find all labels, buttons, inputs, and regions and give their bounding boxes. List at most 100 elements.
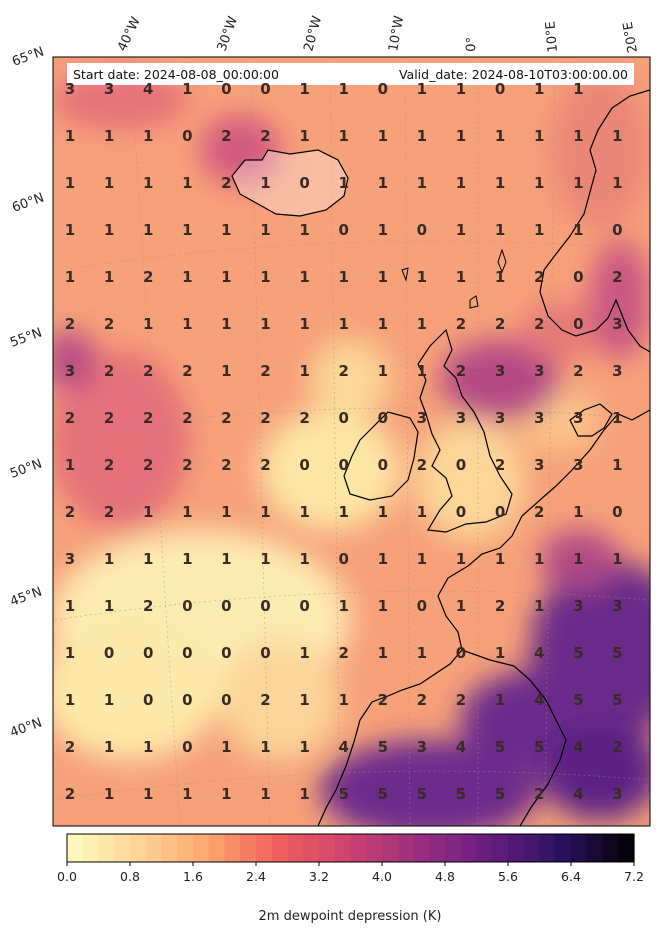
grid-value: 1 — [417, 174, 427, 192]
grid-value: 1 — [534, 597, 544, 615]
grid-value: 3 — [65, 550, 75, 568]
grid-value: 1 — [299, 738, 309, 756]
grid-value: 1 — [456, 221, 466, 239]
grid-value: 1 — [495, 550, 505, 568]
grid-value: 2 — [612, 268, 622, 286]
grid-value: 2 — [456, 362, 466, 380]
colorbar-segment — [523, 834, 541, 862]
field-region — [440, 340, 560, 420]
grid-value: 0 — [182, 644, 192, 662]
colorbar-segments — [67, 834, 635, 862]
grid-value: 1 — [338, 268, 348, 286]
grid-value: 1 — [143, 550, 153, 568]
field-region — [320, 740, 540, 826]
grid-value: 2 — [182, 409, 192, 427]
grid-value: 1 — [104, 691, 114, 709]
grid-value: 1 — [573, 127, 583, 145]
grid-value: 1 — [182, 503, 192, 521]
grid-value: 0 — [456, 503, 466, 521]
grid-value: 1 — [299, 221, 309, 239]
grid-value: 0 — [338, 550, 348, 568]
field-region — [200, 115, 280, 185]
colorbar-segment — [508, 834, 525, 862]
grid-value: 1 — [221, 550, 231, 568]
grid-value: 0 — [338, 409, 348, 427]
grid-value: 1 — [534, 174, 544, 192]
grid-value: 1 — [378, 174, 388, 192]
start-date-label: Start date: 2024-08-08_00:00:00 — [73, 67, 279, 82]
colorbar-segment — [303, 834, 320, 862]
grid-value: 1 — [299, 80, 309, 98]
shetland-coastline — [497, 248, 507, 274]
europe-coastline — [317, 409, 650, 826]
grid-value: 1 — [221, 785, 231, 803]
field-region — [550, 70, 650, 230]
grid-value: 1 — [612, 174, 622, 192]
field-region — [53, 620, 220, 760]
grid-value: 2 — [65, 785, 75, 803]
grid-value: 1 — [573, 221, 583, 239]
grid-value: 1 — [338, 315, 348, 333]
grid-value: 1 — [456, 597, 466, 615]
grid-value: 1 — [338, 174, 348, 192]
grid-value: 1 — [143, 174, 153, 192]
grid-value: 2 — [65, 315, 75, 333]
grid-value: 1 — [456, 174, 466, 192]
longitude-labels: 40°W 30°W 20°W 10°W 0° 10°E 20°E — [115, 14, 641, 54]
grid-value: 1 — [573, 80, 583, 98]
field-region — [220, 640, 340, 760]
grid-value: 1 — [104, 268, 114, 286]
grid-value: 1 — [104, 738, 114, 756]
grid-value: 1 — [104, 597, 114, 615]
grid-value: 0 — [417, 597, 427, 615]
colorbar-segment — [161, 834, 178, 862]
grid-value: 2 — [221, 409, 231, 427]
grid-value: 2 — [417, 691, 427, 709]
lon-label: 0° — [464, 37, 480, 52]
grid-value: 0 — [612, 221, 622, 239]
colorbar-segment — [240, 834, 257, 862]
grid-value: 1 — [495, 221, 505, 239]
grid-value: 1 — [143, 738, 153, 756]
latitude-labels: 65°N 60°N 55°N 50°N 45°N 40°N — [8, 44, 46, 740]
grid-value: 0 — [299, 174, 309, 192]
grid-value: 3 — [65, 80, 75, 98]
grid-value: 5 — [417, 785, 427, 803]
grid-value: 4 — [456, 738, 466, 756]
grid-value: 1 — [221, 268, 231, 286]
lon-label: 20°W — [301, 14, 325, 53]
grid-value: 0 — [182, 597, 192, 615]
lat-label: 65°N — [10, 44, 46, 69]
colorbar-segment — [208, 834, 226, 862]
field-region — [415, 420, 525, 540]
grid-value: 1 — [534, 80, 544, 98]
colorbar-segment — [271, 834, 289, 862]
grid-value: 1 — [299, 550, 309, 568]
grid-value: 1 — [495, 127, 505, 145]
grid-value: 1 — [143, 221, 153, 239]
grid-value: 0 — [182, 738, 192, 756]
grid-value: 5 — [612, 644, 622, 662]
grid-value: 1 — [417, 362, 427, 380]
grid-value: 2 — [534, 315, 544, 333]
colorbar-tick-label: 0.0 — [57, 869, 77, 884]
lon-label: 10°W — [386, 15, 407, 53]
colorbar-segment — [98, 834, 115, 862]
grid-value: 1 — [182, 174, 192, 192]
grid-value: 2 — [378, 691, 388, 709]
grid-value: 1 — [260, 738, 270, 756]
grid-value: 3 — [534, 409, 544, 427]
grid-value: 1 — [65, 268, 75, 286]
grid-value: 3 — [417, 738, 427, 756]
grid-value: 1 — [612, 456, 622, 474]
date-info-box: Start date: 2024-08-08_00:00:00 Valid_da… — [67, 63, 634, 85]
grid-value: 3 — [65, 362, 75, 380]
grid-value: 2 — [104, 456, 114, 474]
grid-value: 1 — [378, 644, 388, 662]
grid-value: 1 — [612, 550, 622, 568]
colorbar-segment — [429, 834, 446, 862]
colorbar: 0.0 0.8 1.6 2.4 3.2 4.0 4.8 5.6 6.4 7.2 2m dewpoi… — [57, 833, 644, 924]
grid-value: 1 — [143, 503, 153, 521]
valid-date-label: Valid_date: 2024-08-10T03:00:00.00 — [399, 67, 628, 82]
grid-value: 2 — [221, 174, 231, 192]
